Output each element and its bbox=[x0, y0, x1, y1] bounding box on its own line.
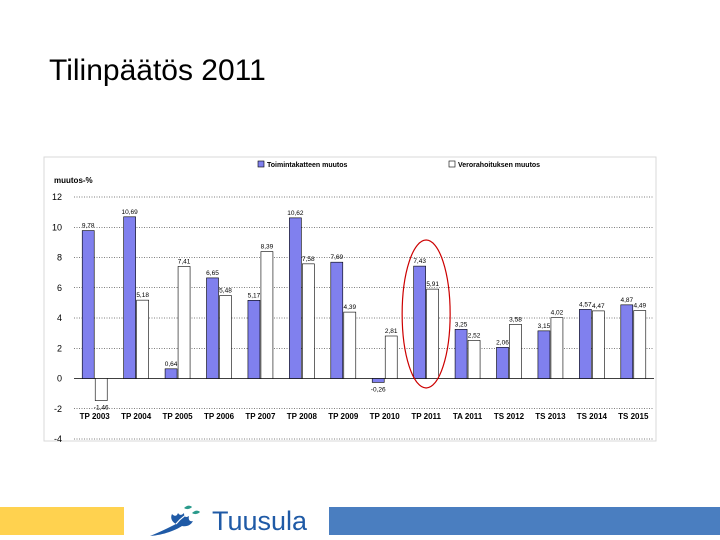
data-label: 6,65 bbox=[206, 270, 219, 277]
data-label: 3,25 bbox=[455, 321, 468, 328]
category-label: TP 2007 bbox=[245, 412, 276, 421]
data-label: 8,39 bbox=[261, 244, 274, 251]
bar-toimintakate bbox=[81, 230, 95, 379]
bar-toimintakate bbox=[537, 330, 551, 379]
data-label: 2,06 bbox=[496, 339, 509, 346]
category-label: TP 2006 bbox=[204, 412, 235, 421]
bar-verorahoitus bbox=[94, 378, 108, 401]
leaf-icon bbox=[150, 505, 200, 536]
y-tick-labels: -4 -2 0 2 4 6 8 10 12 bbox=[52, 192, 62, 444]
data-label: 0,64 bbox=[165, 361, 178, 368]
data-label: 10,62 bbox=[287, 210, 304, 217]
data-label: 10,69 bbox=[122, 209, 139, 216]
category-label: TP 2003 bbox=[80, 412, 111, 421]
category-label: TP 2008 bbox=[287, 412, 318, 421]
bar-verorahoitus bbox=[177, 266, 191, 379]
bar-verorahoitus bbox=[136, 299, 149, 379]
logo-text: Tuusula bbox=[212, 505, 308, 536]
chart-frame bbox=[43, 156, 657, 442]
bar-verorahoitus bbox=[467, 340, 481, 379]
data-label: 4,47 bbox=[592, 303, 605, 310]
grid-layer bbox=[74, 196, 654, 440]
legend-swatch bbox=[257, 160, 265, 168]
data-label: 3,15 bbox=[538, 323, 551, 330]
bar-toimintakate bbox=[247, 300, 261, 379]
bar-verorahoitus bbox=[550, 317, 564, 379]
legend-label: Verorahoituksen muutos bbox=[458, 162, 540, 169]
bar-toimintakate bbox=[289, 217, 302, 379]
slide-title: Tilinpäätös 2011 bbox=[49, 54, 266, 87]
data-label: 4,39 bbox=[343, 304, 356, 311]
data-label: 5,18 bbox=[136, 292, 149, 299]
y-tick-label: 8 bbox=[57, 253, 62, 263]
data-label: 5,48 bbox=[219, 288, 232, 295]
bar-verorahoitus bbox=[633, 310, 647, 379]
data-label: -0,26 bbox=[371, 386, 386, 393]
data-label: 4,49 bbox=[633, 303, 646, 310]
data-label: 3,58 bbox=[509, 316, 522, 323]
bar-toimintakate bbox=[371, 378, 385, 383]
bar-toimintakate bbox=[413, 265, 426, 379]
data-label: 7,58 bbox=[302, 256, 315, 263]
bar-toimintakate bbox=[206, 277, 219, 379]
data-label: 5,17 bbox=[248, 292, 261, 299]
y-tick-label: 4 bbox=[57, 313, 62, 323]
data-label: 7,43 bbox=[413, 258, 426, 265]
data-label: 7,41 bbox=[178, 258, 191, 265]
bar-toimintakate bbox=[454, 329, 468, 379]
data-label: 2,52 bbox=[468, 332, 481, 339]
y-axis-label: muutos-% bbox=[54, 176, 93, 185]
y-tick-label: 6 bbox=[57, 283, 62, 293]
legend-label: Toimintakatteen muutos bbox=[267, 162, 347, 169]
footer-yellow-bar bbox=[0, 507, 124, 535]
data-label: 9,78 bbox=[82, 223, 95, 230]
category-label: TP 2011 bbox=[411, 412, 441, 421]
bar-verorahoitus bbox=[260, 251, 274, 379]
category-label: TS 2013 bbox=[535, 412, 566, 421]
value-labels: 9,78 -1,46 10,69 5,18 0,64 7,41 6,65 5,48 5,17 8,… bbox=[82, 209, 647, 412]
bar-verorahoitus bbox=[219, 295, 232, 379]
y-tick-label: 12 bbox=[52, 192, 62, 202]
y-tick-label: 10 bbox=[52, 222, 62, 232]
legend-swatch bbox=[448, 160, 456, 168]
bar-verorahoitus bbox=[509, 324, 522, 379]
category-labels: TP 2003 TP 2004 TP 2005 TP 2006 TP 2007 TP 20… bbox=[80, 412, 649, 421]
bar-toimintakate bbox=[620, 304, 634, 379]
category-label: TP 2004 bbox=[121, 412, 152, 421]
category-label: TS 2012 bbox=[494, 412, 525, 421]
bar-verorahoitus bbox=[343, 311, 357, 379]
category-label: TP 2005 bbox=[163, 412, 194, 421]
bar-verorahoitus bbox=[384, 335, 398, 379]
y-tick-label: -4 bbox=[54, 434, 62, 444]
legend: Toimintakatteen muutos Verorahoituksen mu… bbox=[257, 160, 540, 169]
data-label: 5,91 bbox=[426, 281, 439, 288]
data-label: 4,57 bbox=[579, 301, 592, 308]
y-tick-label: 0 bbox=[57, 374, 62, 384]
category-label: TA 2011 bbox=[453, 412, 483, 421]
data-label: 4,87 bbox=[620, 297, 633, 304]
bar-toimintakate bbox=[164, 368, 178, 379]
category-label: TS 2015 bbox=[618, 412, 649, 421]
bar-verorahoitus bbox=[302, 263, 315, 379]
bar-toimintakate bbox=[496, 347, 509, 379]
category-label: TS 2014 bbox=[577, 412, 608, 421]
data-label: 7,69 bbox=[330, 254, 343, 261]
bar-toimintakate bbox=[123, 216, 136, 379]
data-label: 4,02 bbox=[551, 310, 564, 317]
category-label: TP 2009 bbox=[328, 412, 359, 421]
footer-blue-bar bbox=[329, 507, 720, 535]
bar-toimintakate bbox=[579, 309, 592, 379]
y-tick-label: 2 bbox=[57, 343, 62, 353]
bar-verorahoitus bbox=[426, 288, 439, 379]
tuusula-logo: Tuusula bbox=[146, 502, 307, 540]
bar-verorahoitus bbox=[592, 310, 605, 379]
data-label: -1,46 bbox=[94, 405, 109, 412]
highlight-ellipse bbox=[401, 239, 451, 389]
y-tick-label: -2 bbox=[54, 404, 62, 414]
category-label: TP 2010 bbox=[370, 412, 401, 421]
data-label: 2,81 bbox=[385, 328, 398, 335]
bar-toimintakate bbox=[330, 261, 344, 379]
bars-layer bbox=[81, 216, 647, 401]
